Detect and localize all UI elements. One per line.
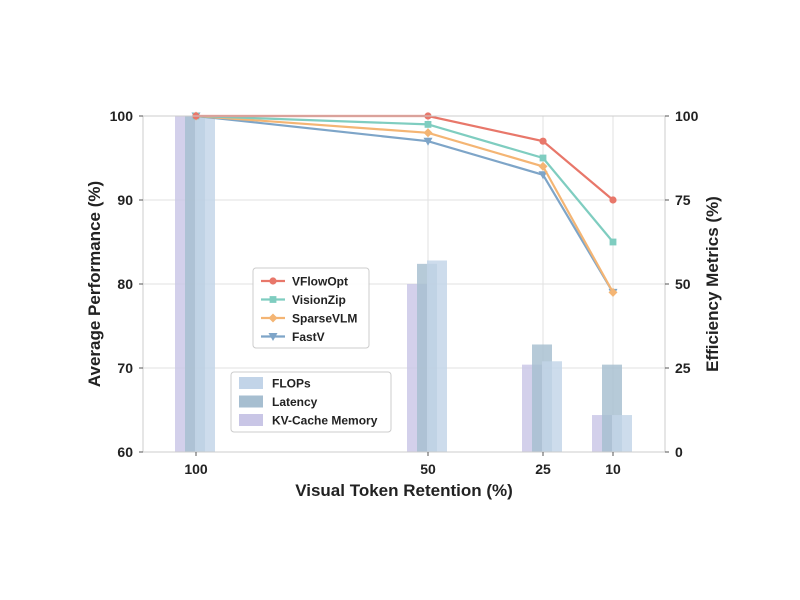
legend-label-vflowopt: VFlowOpt <box>292 275 348 289</box>
legend-label-visionzip: VisionZip <box>292 293 346 307</box>
point-fastv <box>538 171 548 180</box>
legend-label-fastv: FastV <box>292 330 325 344</box>
legend-label-sparsevlm: SparseVLM <box>292 312 357 326</box>
point-vflowopt <box>539 137 547 145</box>
line-legend: VFlowOpt VisionZip SparseVLM FastV <box>252 267 370 349</box>
line-legend-box <box>252 267 370 349</box>
tick-label-left: 60 <box>117 444 133 460</box>
tick-label-left: 100 <box>110 108 134 124</box>
point-sparsevlm <box>538 161 548 171</box>
bar-flops <box>542 361 562 452</box>
y-axis-title-right: Efficiency Metrics (%) <box>703 196 722 372</box>
bar-flops <box>427 260 447 452</box>
tick-label-x: 100 <box>184 461 208 477</box>
legend-label-flops: FLOPs <box>272 377 311 391</box>
tick-label-x: 10 <box>605 461 621 477</box>
tick-label-x: 50 <box>420 461 436 477</box>
point-sparsevlm <box>608 287 618 297</box>
legend-swatch-kv-cache-memory <box>239 414 263 426</box>
point-sparsevlm <box>423 128 433 138</box>
legend-marker-visionzip <box>269 296 277 303</box>
legend-marker-vflowopt <box>269 277 277 285</box>
bar-flops <box>612 415 632 452</box>
line-fastv <box>195 114 614 293</box>
point-fastv <box>423 137 433 146</box>
tick-label-right: 50 <box>675 276 691 292</box>
tick-label-right: 100 <box>675 108 699 124</box>
tick-label-left: 80 <box>117 276 133 292</box>
grid-layer <box>143 115 665 453</box>
bar-layer <box>175 116 632 452</box>
tick-label-right: 75 <box>675 192 691 208</box>
tick-label-right: 25 <box>675 360 691 376</box>
legend-swatch-flops <box>239 377 263 389</box>
bar-flops <box>195 116 215 452</box>
tick-label-left: 90 <box>117 192 133 208</box>
line-layer <box>191 111 618 297</box>
bar-legend: FLOPs Latency KV-Cache Memory <box>230 371 392 433</box>
bar-legend-box <box>230 371 392 433</box>
tick-label-left: 70 <box>117 360 133 376</box>
line-sparsevlm <box>195 114 614 293</box>
point-visionzip <box>424 121 432 128</box>
tick-layer: 60 70 80 90 100 0 25 50 75 100 100 50 25 10 <box>110 108 699 477</box>
point-visionzip <box>539 154 547 162</box>
point-visionzip <box>609 238 617 246</box>
tick-label-x: 25 <box>535 461 551 477</box>
tick-label-right: 0 <box>675 444 683 460</box>
y-axis-title-left: Average Performance (%) <box>85 181 104 387</box>
legend-label-kv-cache-memory: KV-Cache Memory <box>272 414 378 428</box>
legend-marker-sparsevlm <box>268 313 278 323</box>
x-axis-title: Visual Token Retention (%) <box>295 481 513 500</box>
legend-swatch-latency <box>239 395 263 408</box>
legend-label-latency: Latency <box>272 395 318 409</box>
point-vflowopt <box>609 196 617 204</box>
line-visionzip <box>195 114 614 243</box>
legend-marker-fastv <box>268 333 278 341</box>
